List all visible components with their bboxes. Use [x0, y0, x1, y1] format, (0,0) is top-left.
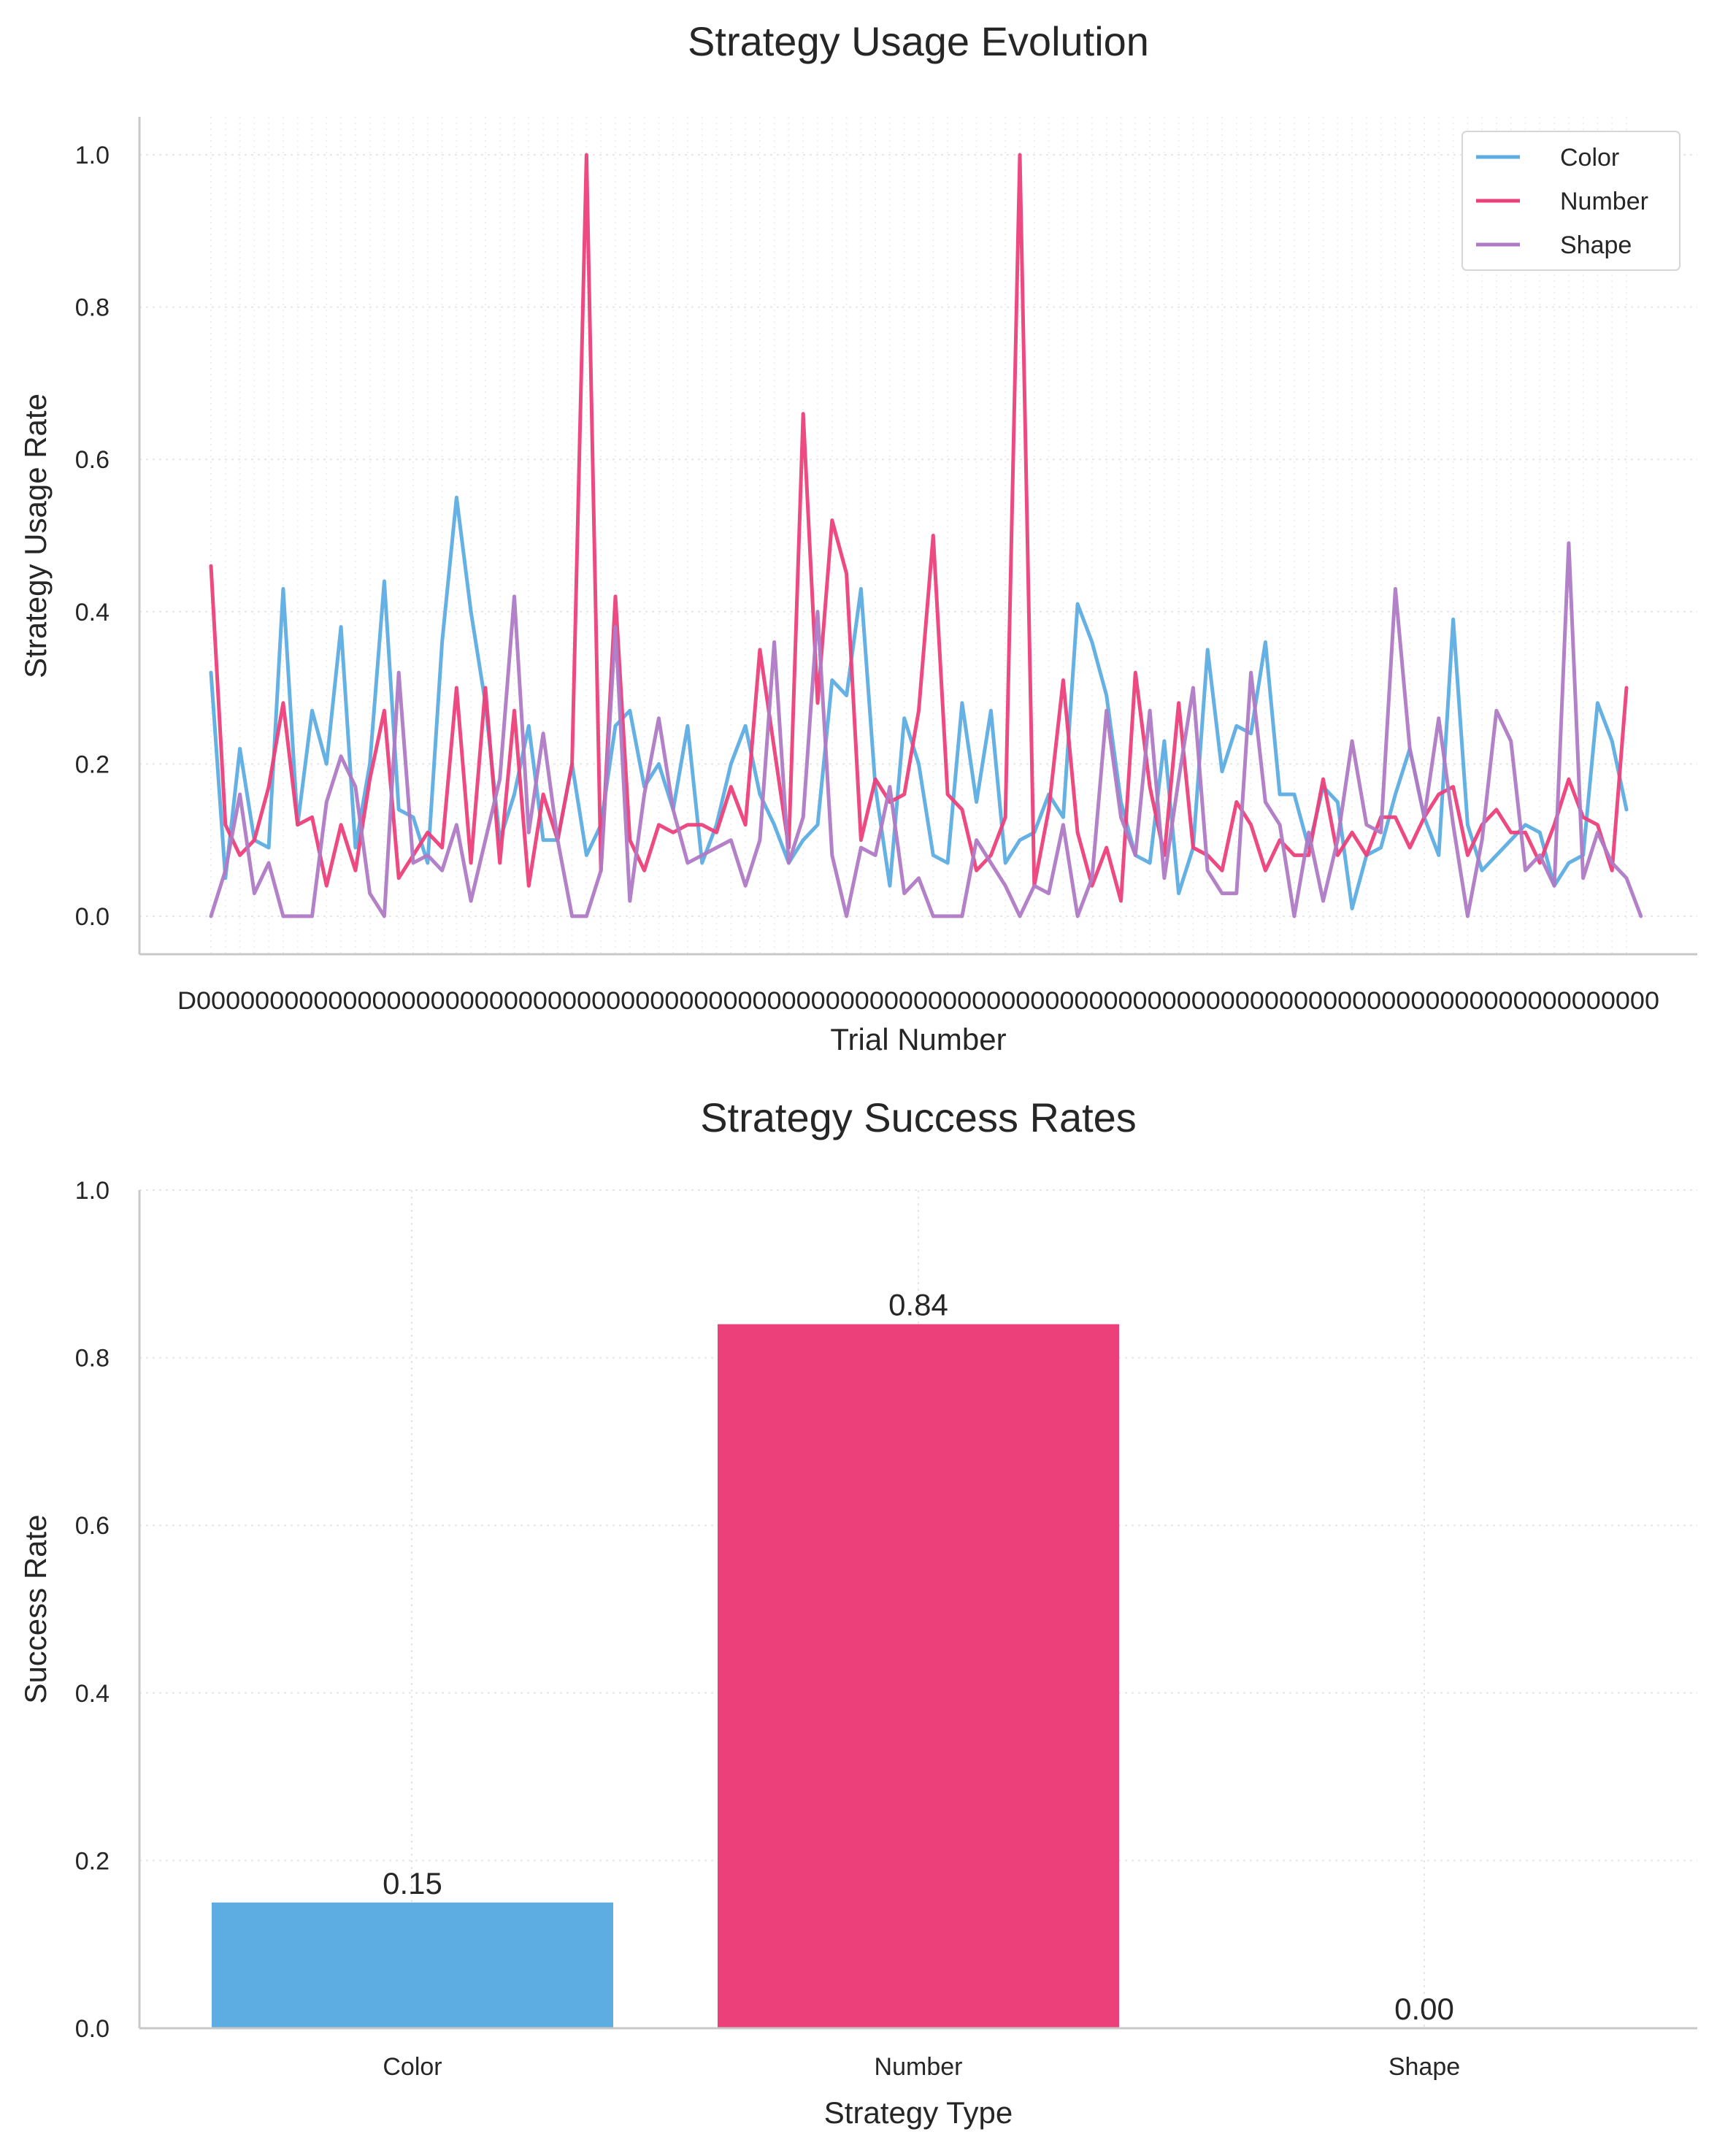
series-line-color [209, 495, 1629, 910]
bar-chart-y-tick-label: 0.8 [75, 1345, 110, 1373]
series-line-number [209, 153, 1629, 903]
legend-label-color: Color [1560, 144, 1619, 172]
bar-chart-y-ticks: 0.0 0.2 0.4 0.6 0.8 1.0 [75, 1177, 110, 2043]
line-chart-y-tick-label: 0.2 [75, 751, 110, 778]
bar-value-label-number: 0.84 [888, 1288, 948, 1322]
line-chart-x-tick-labels: D000000000000000000000000000000000000000… [177, 987, 1659, 1015]
series-line-shape [209, 541, 1643, 918]
line-chart-vertical-grid [210, 117, 1627, 954]
bar-chart-y-tick-label: 0.4 [75, 1680, 110, 1708]
line-chart-y-tick-label: 0.0 [75, 903, 110, 931]
bar-value-label-shape: 0.00 [1394, 1992, 1454, 2026]
bar-chart-y-tick-label: 1.0 [75, 1177, 110, 1205]
legend-entry-shape: Shape [1476, 231, 1632, 259]
legend-label-shape: Shape [1560, 231, 1632, 259]
bar-chart-x-tick-label-number: Number [875, 2053, 963, 2081]
bar-chart-x-ticks: Color Number Shape [383, 2053, 1460, 2081]
bar-chart-x-axis-label: Strategy Type [824, 2095, 1013, 2130]
legend-entry-color: Color [1476, 144, 1619, 172]
legend-label-number: Number [1560, 188, 1648, 215]
bar-color [212, 1902, 613, 2028]
bar-value-label-color: 0.15 [383, 1866, 442, 1900]
legend-entry-number: Number [1476, 188, 1648, 215]
bar-chart-title: Strategy Success Rates [700, 1094, 1137, 1140]
bar-chart-bars: 0.15 0.84 0.00 [212, 1288, 1454, 2028]
line-chart: Strategy Usage Evolution 0.0 0.2 0.4 0.6 0.8… [18, 18, 1697, 1056]
line-chart-series-group [209, 153, 1643, 918]
bar-chart-y-tick-label: 0.2 [75, 1847, 110, 1875]
line-chart-x-axis-label: Trial Number [830, 1022, 1006, 1056]
bar-chart-y-tick-label: 0.6 [75, 1512, 110, 1540]
bar-chart-y-axis-label: Success Rate [18, 1514, 53, 1703]
bar-chart: Strategy Success Rates 0.150.840.00 0.00… [18, 1094, 1697, 2130]
bar-number [718, 1324, 1119, 2028]
line-chart-y-tick-label: 0.6 [75, 446, 110, 474]
line-chart-title: Strategy Usage Evolution [688, 18, 1149, 64]
line-chart-y-tick-label: 0.4 [75, 599, 110, 626]
legend: Color Number Shape [1461, 131, 1680, 271]
line-chart-y-axis-label: Strategy Usage Rate [18, 394, 53, 678]
bar-chart-y-tick-label: 0.0 [75, 2015, 110, 2043]
bar-chart-x-tick-label-shape: Shape [1388, 2053, 1460, 2081]
line-chart-y-ticks: 0.0 0.2 0.4 0.6 0.8 1.0 [75, 142, 110, 931]
bar-chart-x-tick-label-color: Color [383, 2053, 442, 2081]
legend-frame [1461, 131, 1680, 271]
line-chart-y-tick-label: 0.8 [75, 294, 110, 322]
line-chart-y-tick-label: 1.0 [75, 142, 110, 169]
